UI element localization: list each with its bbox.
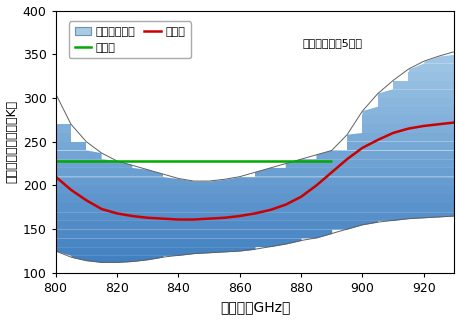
Legend: 最小－最大値, 仕様値, 平均値: 最小－最大値, 仕様値, 平均値 bbox=[69, 21, 190, 58]
Text: （量子雑音の5倍）: （量子雑音の5倍） bbox=[302, 38, 362, 48]
Y-axis label: 受信機の雑音温度（K）: 受信機の雑音温度（K） bbox=[6, 100, 18, 183]
X-axis label: 周波数（GHz）: 周波数（GHz） bbox=[219, 300, 290, 315]
